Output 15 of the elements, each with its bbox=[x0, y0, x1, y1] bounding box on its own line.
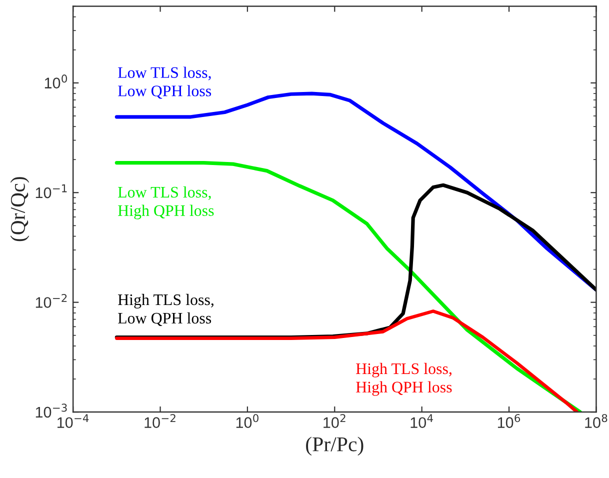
x-tick-label: 10$^{6}$ bbox=[498, 414, 520, 428]
x-tick-label: 10$^{8}$ bbox=[585, 414, 608, 428]
series-label: High TLS loss, High QPH loss bbox=[356, 362, 452, 396]
x-tick-label: 10$^{0}$ bbox=[236, 414, 258, 428]
x-tick-label: 10$^{2}$ bbox=[324, 414, 346, 428]
x-tick-label: 10$^{−2}$ bbox=[144, 414, 176, 428]
series-label: Low TLS loss, High QPH loss bbox=[118, 186, 214, 220]
series-label: Low TLS loss, Low QPH loss bbox=[118, 66, 212, 99]
x-tick-label: 10$^{4}$ bbox=[410, 414, 433, 428]
series-label: High TLS loss, Low QPH loss bbox=[118, 294, 214, 326]
y-tick-label: 10$^{−2}$ bbox=[36, 294, 67, 308]
y-axis-title: (Qr/Qc) bbox=[10, 177, 30, 242]
y-tick-label: 10$^{0}$ bbox=[44, 74, 68, 88]
x-axis-title: (Pr/Pc) bbox=[306, 436, 364, 456]
y-tick-label: 10$^{−1}$ bbox=[36, 184, 67, 198]
